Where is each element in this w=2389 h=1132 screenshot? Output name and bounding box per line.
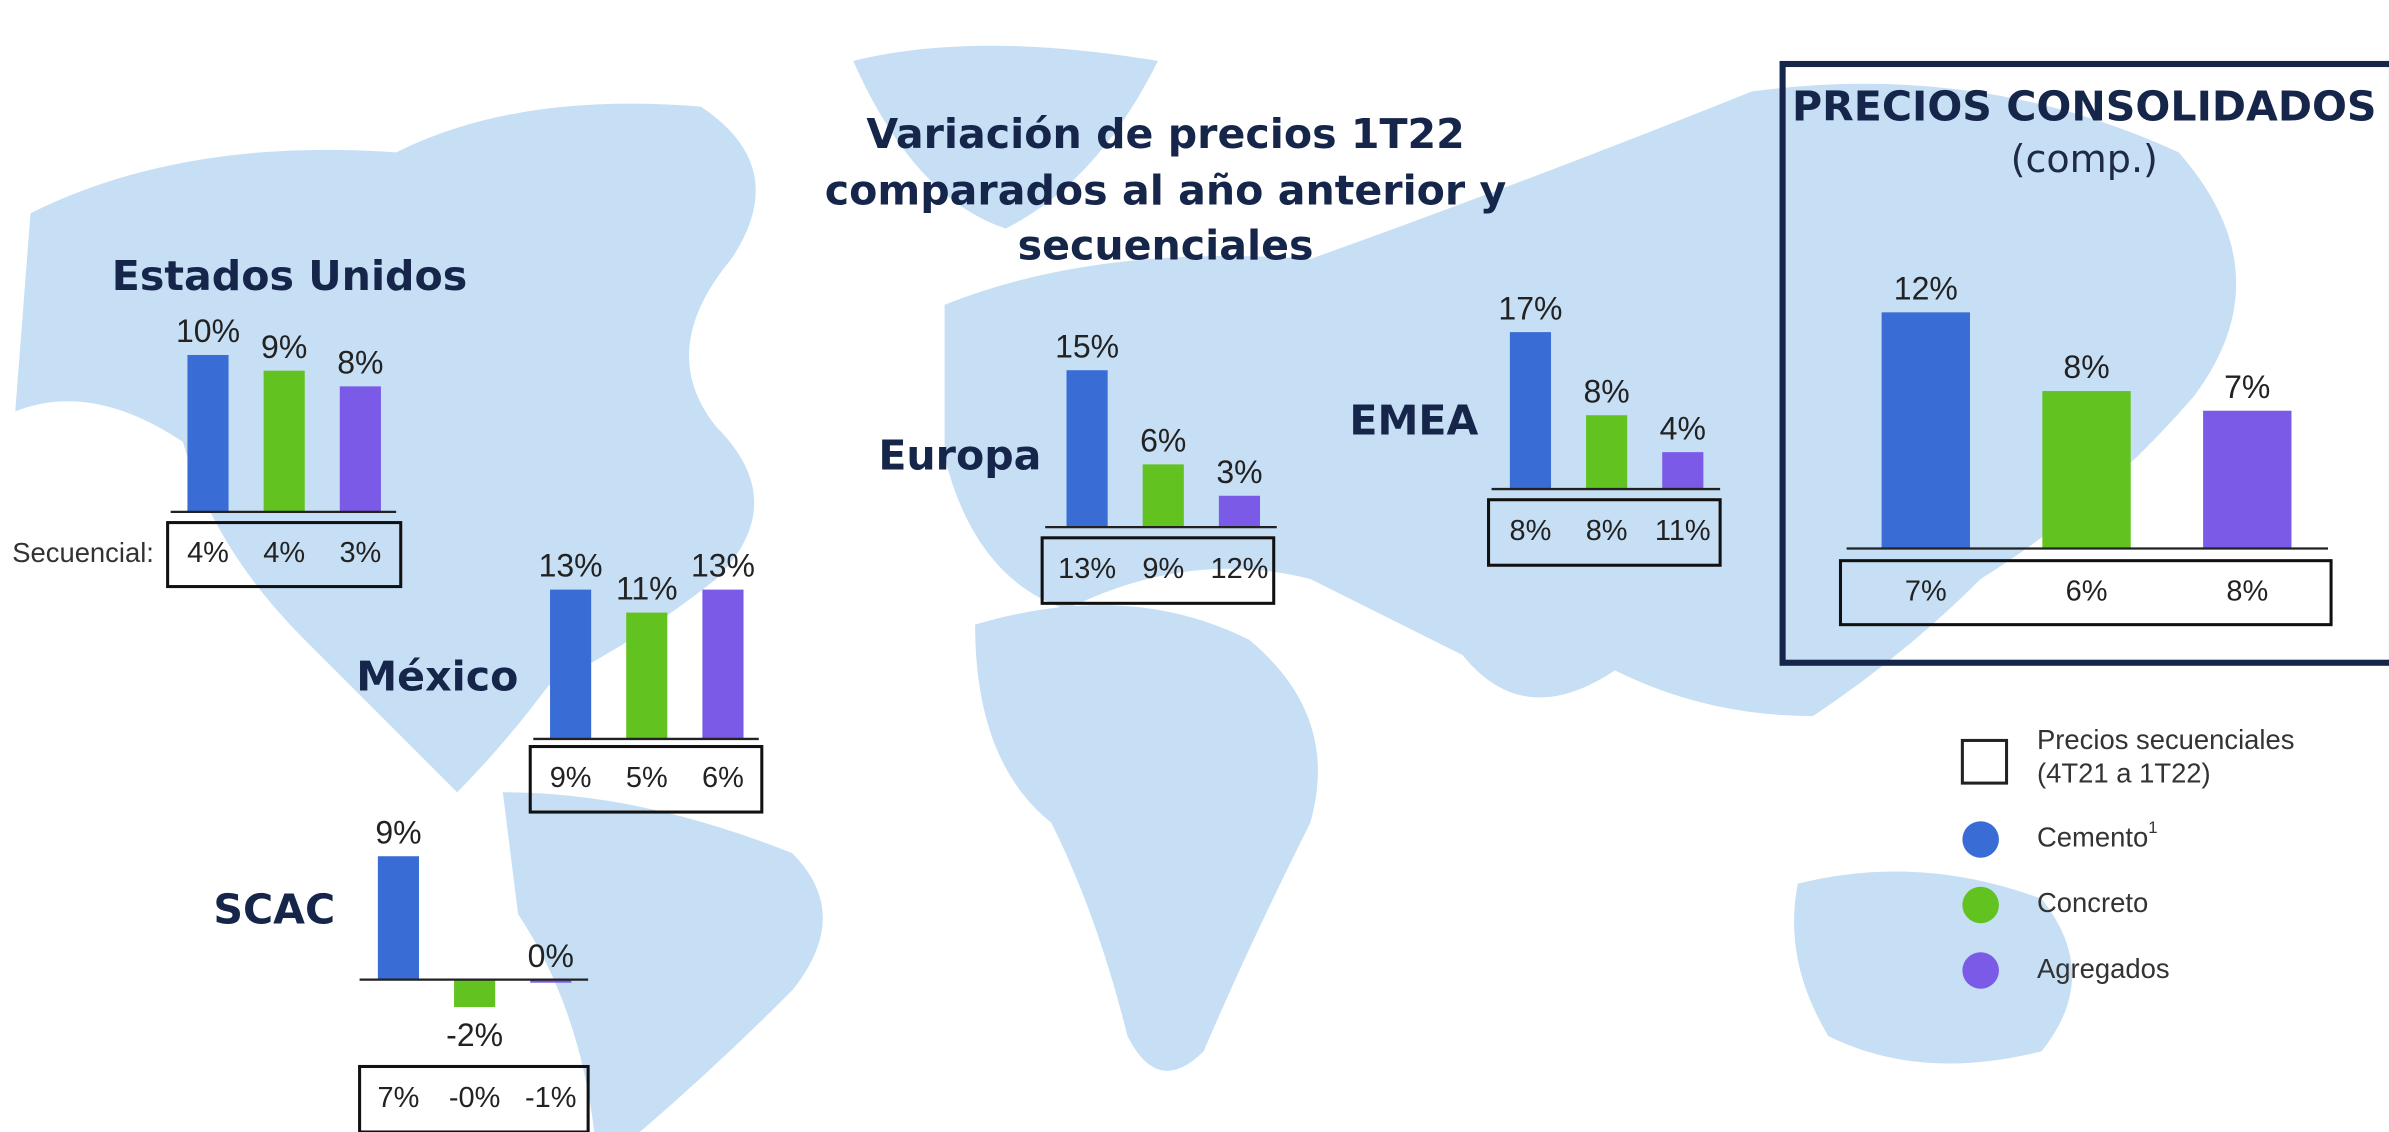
legend-swatch [1962, 952, 1999, 989]
sequential-label: 6% [702, 762, 744, 794]
bar [702, 589, 744, 739]
chart-title: Estados Unidos [112, 252, 467, 300]
sequential-label: -0% [449, 1082, 500, 1114]
legend-swatch [1962, 886, 1999, 924]
bar [2203, 410, 2292, 549]
sequential-label: 7% [378, 1082, 420, 1114]
value-label: 13% [691, 548, 755, 584]
bar [377, 856, 420, 980]
value-label: 7% [2224, 369, 2270, 405]
sequential-label: 7% [1905, 575, 1947, 607]
value-label: 17% [1498, 290, 1562, 326]
sequential-box [1487, 498, 1722, 567]
value-label: 3% [1216, 454, 1262, 490]
chart-title: SCAC [213, 886, 335, 934]
bar [1218, 495, 1261, 528]
sequential-label: 13% [1058, 553, 1116, 585]
value-label: 0% [528, 938, 574, 974]
bar [454, 979, 496, 1008]
legend-swatch [1962, 821, 1999, 858]
chart-subtitle: (comp.) [2011, 137, 2158, 181]
bar [550, 589, 592, 739]
bar [2042, 391, 2131, 549]
consolidated-frame [1779, 60, 2389, 666]
main-title-line: secuenciales [1018, 221, 1314, 269]
sequential-label: 3% [339, 537, 381, 569]
legend-label: Cemento1 [2037, 818, 2158, 852]
value-label: 9% [375, 814, 421, 850]
main-title-line: comparados al año anterior y [825, 166, 1507, 214]
sequential-label: -1% [525, 1082, 576, 1114]
value-label: 11% [616, 571, 678, 607]
sequential-label: 12% [1210, 553, 1268, 585]
bar [1662, 452, 1704, 490]
value-label: 9% [261, 329, 307, 365]
sequential-box [1838, 559, 2333, 627]
sequential-box [1040, 536, 1276, 605]
value-label: 10% [176, 313, 240, 349]
sequential-label: 6% [2066, 575, 2108, 607]
value-label: 12% [1894, 270, 1958, 306]
sequential-label: 8% [1510, 515, 1552, 547]
value-label: 15% [1055, 328, 1119, 364]
bar [1066, 370, 1108, 528]
chart-title: México [356, 653, 518, 701]
value-label: 8% [337, 344, 383, 380]
value-label: 8% [1584, 373, 1630, 409]
main-title-line: Variación de precios 1T22 [866, 110, 1464, 158]
bar [626, 612, 668, 739]
bar [1881, 312, 1970, 549]
legend-label: Concreto [2037, 887, 2148, 918]
value-label: -2% [446, 1017, 503, 1053]
sequential-caption: Secuencial: [12, 537, 154, 568]
bar [339, 386, 381, 512]
sequential-label: 4% [263, 537, 305, 569]
sequential-box [358, 1064, 590, 1132]
value-label: 13% [539, 548, 603, 584]
sequential-label: 5% [626, 762, 668, 794]
sequential-label: 4% [187, 537, 229, 569]
sequential-label: 9% [550, 762, 592, 794]
chart-title: PRECIOS CONSOLIDADOS [1792, 83, 2377, 131]
sequential-label: 8% [1586, 515, 1628, 547]
sequential-label: 11% [1655, 515, 1711, 547]
bar [1586, 415, 1628, 490]
bar [530, 979, 572, 983]
chart-title: EMEA [1349, 397, 1478, 445]
sequential-box [528, 745, 764, 814]
legend-label: Agregados [2037, 953, 2170, 984]
bar [1142, 464, 1184, 528]
legend-label: (4T21 a 1T22) [2037, 758, 2211, 789]
sequential-box [166, 521, 403, 589]
value-label: 6% [1140, 423, 1186, 459]
legend-label: Precios secuenciales [2037, 724, 2294, 755]
sequential-label: 9% [1142, 553, 1184, 585]
legend-note: 1 [2148, 818, 2157, 837]
chart-title: Europa [878, 432, 1041, 480]
bar [1509, 332, 1552, 490]
sequential-label: 8% [2226, 575, 2268, 607]
bar [187, 354, 229, 512]
bar [263, 370, 305, 512]
value-label: 8% [2063, 349, 2109, 385]
legend-box-swatch [1960, 738, 2009, 785]
value-label: 4% [1660, 410, 1706, 446]
